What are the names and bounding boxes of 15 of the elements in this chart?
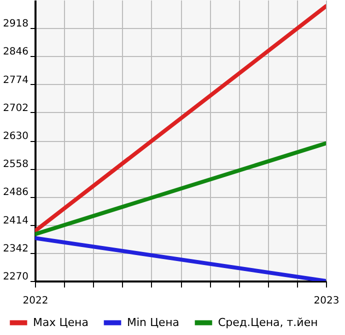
y-tick-label: 2558 xyxy=(3,159,28,170)
y-tick-label: 2846 xyxy=(3,46,28,58)
y-tick-label: 2918 xyxy=(3,18,28,30)
legend-label: Min Цена xyxy=(127,316,180,329)
legend-label: Max Цена xyxy=(33,316,88,329)
y-tick-label: 2342 xyxy=(3,243,28,254)
y-tick-label: 2414 xyxy=(3,215,28,226)
y-tick-label: 2774 xyxy=(3,74,28,86)
y-tick-label: 2702 xyxy=(3,102,28,114)
legend-label: Сред.Цена, т.йен xyxy=(218,316,318,329)
x-tick-label: 2022 xyxy=(22,296,48,306)
x-tick-label: 2023 xyxy=(314,296,340,306)
y-tick-label: 2270 xyxy=(3,272,28,282)
y-tick-label: 2486 xyxy=(3,187,28,198)
y-tick-label: 2630 xyxy=(3,131,28,142)
